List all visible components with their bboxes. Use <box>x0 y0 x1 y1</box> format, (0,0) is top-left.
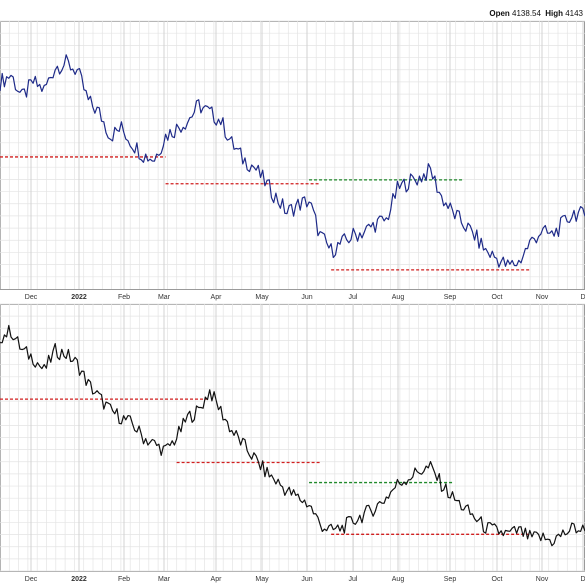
x-tick-label: D <box>580 576 585 583</box>
x-tick-label: D <box>580 294 585 301</box>
price-line <box>0 324 585 547</box>
x-tick-label: Nov <box>536 294 549 301</box>
x-tick-label: Nov <box>536 576 549 583</box>
price-line <box>0 54 585 268</box>
x-tick-label: Dec <box>25 294 38 301</box>
x-tick-label: Dec <box>25 576 38 583</box>
x-tick-label: May <box>255 294 269 301</box>
x-tick-label: Sep <box>444 576 457 583</box>
x-tick-label: Oct <box>492 576 503 583</box>
x-tick-label: 2022 <box>71 576 87 583</box>
high-label: High <box>545 9 563 18</box>
x-tick-label: Aug <box>392 294 405 301</box>
x-tick-label: May <box>255 576 269 583</box>
x-tick-label: Mar <box>158 294 171 301</box>
panel-frame <box>0 21 585 290</box>
price-header: Open 4138.54 High 4143 <box>489 9 585 18</box>
x-tick-label: Jul <box>349 294 358 301</box>
x-tick-label: Apr <box>211 576 223 583</box>
x-tick-label: Sep <box>444 294 457 301</box>
open-value: 4138.54 <box>512 9 541 18</box>
x-tick-label: 2022 <box>71 294 87 301</box>
high-value: 4143 <box>565 9 583 18</box>
x-tick-label: Feb <box>118 576 130 583</box>
x-tick-label: Mar <box>158 576 171 583</box>
x-tick-label: Aug <box>392 576 405 583</box>
x-tick-label: Jun <box>301 576 312 583</box>
open-label: Open <box>489 9 510 18</box>
x-tick-label: Jun <box>301 294 312 301</box>
x-tick-label: Feb <box>118 294 130 301</box>
x-tick-label: Oct <box>492 294 503 301</box>
x-tick-label: Jul <box>349 576 358 583</box>
x-tick-label: Apr <box>211 294 223 301</box>
